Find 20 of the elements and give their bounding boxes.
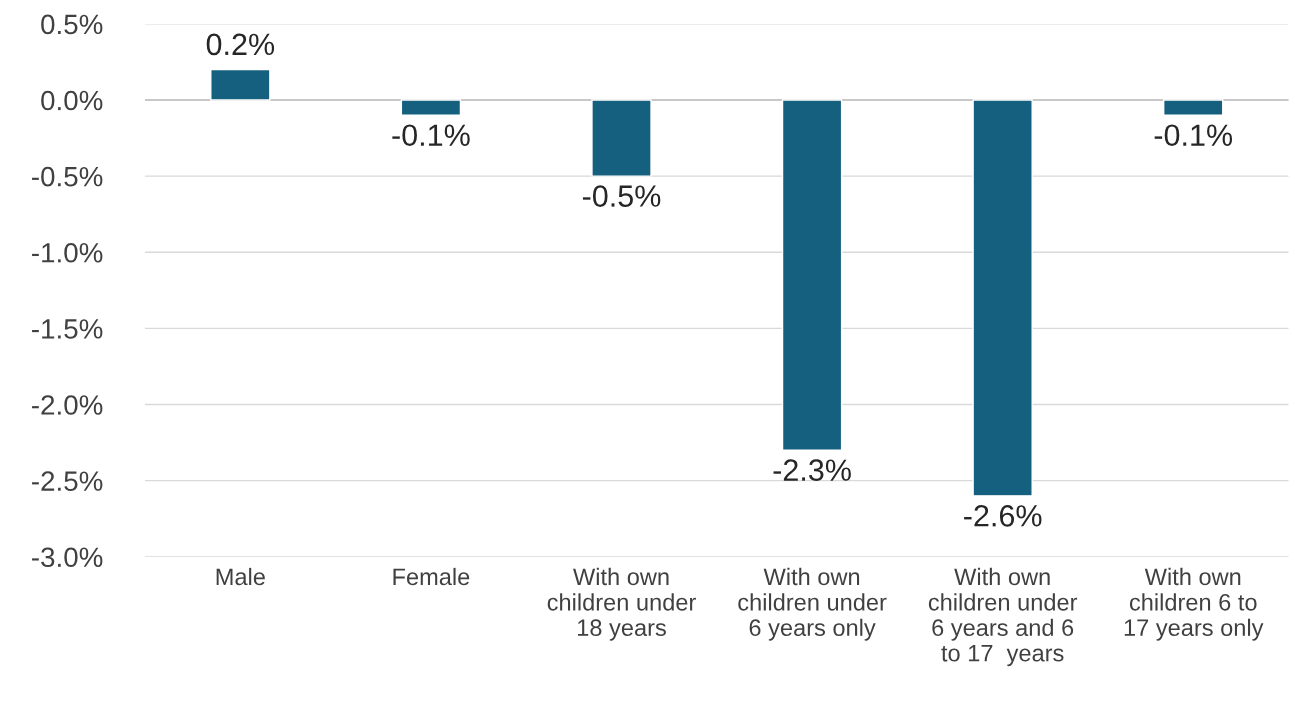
x-tick-label: With own children under 18 years [547,567,696,641]
data-label: -2.3% [773,459,851,481]
data-label: 0.2% [206,33,275,56]
y-tick-label: -1.5% [32,319,103,339]
y-tick-label: -0.5% [32,166,103,187]
x-tick-label: With own children under 6 years only [738,567,887,641]
y-tick-label: -1.0% [32,242,103,263]
x-tick-label: With own children under 6 years and 6 to 17 years [928,567,1078,667]
data-label: -0.1% [1154,124,1233,147]
data-label: -2.6% [964,505,1042,527]
y-tick-label: -2.0% [32,395,103,415]
data-label: -0.5% [582,185,661,207]
y-tick-label: -2.5% [32,471,103,491]
y-tick-label: 0.0% [41,90,103,111]
y-tick-label: -3.0% [32,547,103,568]
data-label: -0.1% [392,124,470,147]
x-tick-label: With own children 6 to 17 years only [1124,567,1264,641]
x-tick-label: Female [393,567,470,586]
y-tick-label: 0.5% [41,14,103,35]
x-tick-label: Male [216,567,265,586]
